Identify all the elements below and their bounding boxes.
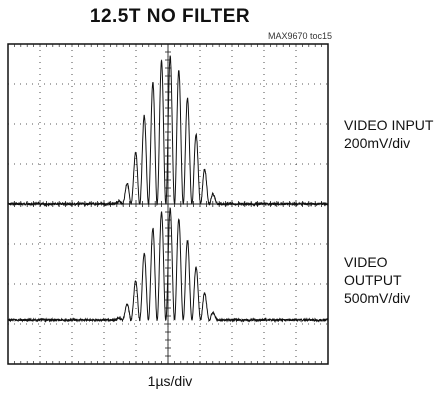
input-label: VIDEO INPUT 200mV/div bbox=[344, 116, 433, 152]
trace-video-input bbox=[7, 55, 329, 208]
x-axis-label: 1µs/div bbox=[147, 373, 193, 389]
output-scale: 500mV/div bbox=[344, 290, 411, 306]
output-label: VIDEO OUTPUT 500mV/div bbox=[344, 253, 443, 307]
input-scale: 200mV/div bbox=[344, 135, 411, 151]
trace-video-output bbox=[7, 207, 329, 323]
chart-title: 12.5T NO FILTER bbox=[89, 6, 251, 27]
output-name: VIDEO OUTPUT bbox=[344, 254, 402, 288]
toc-label: MAX9670 toc15 bbox=[268, 31, 333, 41]
traces bbox=[7, 55, 329, 323]
input-name: VIDEO INPUT bbox=[344, 117, 434, 133]
